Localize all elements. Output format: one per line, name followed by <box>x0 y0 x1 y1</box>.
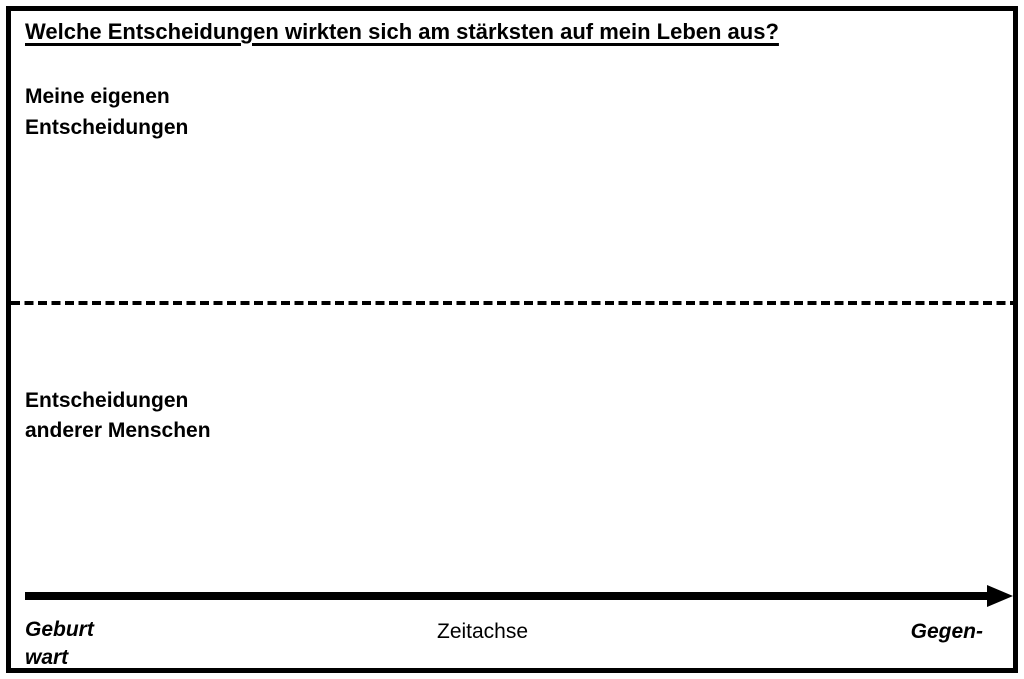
lower-section-label: Entscheidungen anderer Menschen <box>25 386 211 446</box>
upper-section-label: Meine eigenen Entscheidungen <box>25 81 188 143</box>
worksheet-frame: Welche Entscheidungen wirkten sich am st… <box>6 6 1018 673</box>
lower-section-label-line1: Entscheidungen <box>25 389 189 412</box>
timeline-start-label: Geburt wart <box>25 616 94 672</box>
upper-section-label-line2: Entscheidungen <box>25 116 189 139</box>
timeline-start-label-line2: wart <box>25 646 69 669</box>
timeline-axis-label: Zeitachse <box>437 620 529 643</box>
timeline-end-label: Gegen- <box>910 620 983 643</box>
upper-section-label-line1: Meine eigenen <box>25 85 170 108</box>
section-divider-dashed-line <box>11 301 1013 305</box>
timeline-start-label-line1: Geburt <box>25 618 94 641</box>
lower-section-label-line2: anderer Menschen <box>25 419 211 442</box>
worksheet-title: Welche Entscheidungen wirkten sich am st… <box>25 19 779 44</box>
timeline-arrow-icon <box>25 585 1013 607</box>
